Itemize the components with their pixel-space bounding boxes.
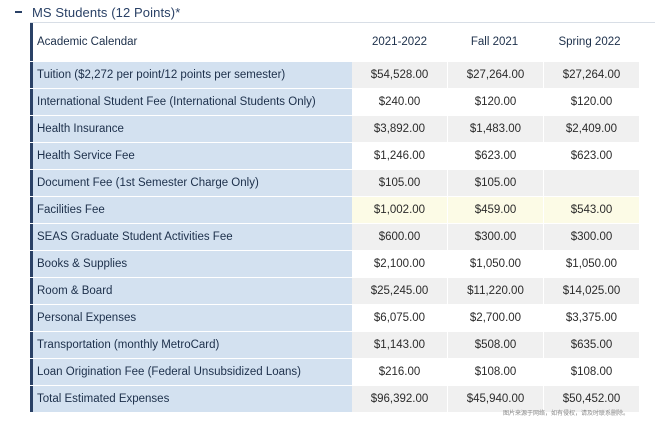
- row-value-col-2: $1,483.00: [448, 116, 543, 142]
- row-value-col-2: $1,050.00: [448, 251, 543, 277]
- row-value-col-3: $623.00: [544, 143, 639, 169]
- table-row: Total Estimated Expenses $96,392.00 $45,94…: [30, 385, 655, 412]
- row-value-col-3: $300.00: [544, 224, 639, 250]
- row-value-col-3: $2,409.00: [544, 116, 639, 142]
- row-value-col-2: $108.00: [448, 359, 543, 385]
- row-value-col-1: $96,392.00: [352, 386, 447, 412]
- table-row: Health Service Fee $1,246.00 $623.00 $623.0…: [30, 142, 655, 169]
- table-row: Room & Board $25,245.00 $11,220.00 $14,025.…: [30, 277, 655, 304]
- row-label: Facilities Fee: [30, 197, 352, 223]
- section-header[interactable]: MS Students (12 Points)*: [0, 0, 659, 24]
- row-value-col-2: $2,700.00: [448, 305, 543, 331]
- row-value-col-1: $600.00: [352, 224, 447, 250]
- column-header-academic-calendar: Academic Calendar: [30, 23, 352, 61]
- row-label: Loan Origination Fee (Federal Unsubsidiz…: [30, 359, 352, 385]
- table-row: SEAS Graduate Student Activities Fee $600…: [30, 223, 655, 250]
- table-row: International Student Fee (International…: [30, 88, 655, 115]
- row-value-col-1: $54,528.00: [352, 62, 447, 88]
- row-value-col-3: $1,050.00: [544, 251, 639, 277]
- row-value-col-1: $6,075.00: [352, 305, 447, 331]
- column-header-2021-2022: 2021-2022: [372, 36, 427, 48]
- table-row: Facilities Fee $1,002.00 $459.00 $543.00: [30, 196, 655, 223]
- column-header-fall-2021: Fall 2021: [470, 36, 519, 48]
- row-value-col-1: $3,892.00: [352, 116, 447, 142]
- row-value-col-2: $459.00: [448, 197, 543, 223]
- row-value-col-3: $3,375.00: [544, 305, 639, 331]
- row-label: Tuition ($2,272 per point/12 points per …: [30, 62, 352, 88]
- row-value-col-2: $45,940.00: [448, 386, 543, 412]
- table-body: Tuition ($2,272 per point/12 points per …: [30, 61, 655, 412]
- row-label: Health Insurance: [30, 116, 352, 142]
- row-label: Room & Board: [30, 278, 352, 304]
- expenses-table: Academic Calendar 2021-2022 Fall 2021 Sp…: [30, 22, 655, 412]
- row-label: SEAS Graduate Student Activities Fee: [30, 224, 352, 250]
- row-label: Total Estimated Expenses: [30, 386, 352, 412]
- row-value-col-3: $635.00: [544, 332, 639, 358]
- section-title: MS Students (12 Points)*: [32, 4, 181, 20]
- table-row: Health Insurance $3,892.00 $1,483.00 $2,409…: [30, 115, 655, 142]
- row-value-col-2: $508.00: [448, 332, 543, 358]
- row-label: Personal Expenses: [30, 305, 352, 331]
- row-value-col-2: $120.00: [448, 89, 543, 115]
- table-row: Loan Origination Fee (Federal Unsubsidiz…: [30, 358, 655, 385]
- row-value-col-3: [544, 170, 639, 196]
- row-value-col-2: $11,220.00: [448, 278, 543, 304]
- row-value-col-3: $27,264.00: [544, 62, 639, 88]
- row-label: Transportation (monthly MetroCard): [30, 332, 352, 358]
- row-value-col-3: $108.00: [544, 359, 639, 385]
- row-value-col-1: $1,246.00: [352, 143, 447, 169]
- row-value-col-3: $50,452.00: [544, 386, 639, 412]
- row-value-col-2: $105.00: [448, 170, 543, 196]
- row-value-col-1: $240.00: [352, 89, 447, 115]
- row-label: Books & Supplies: [30, 251, 352, 277]
- row-value-col-1: $2,100.00: [352, 251, 447, 277]
- row-label: Document Fee (1st Semester Charge Only): [30, 170, 352, 196]
- watermark-text: 图片来源于网络，如有侵权，请及时联系删除。: [502, 411, 629, 417]
- table-row: Transportation (monthly MetroCard) $1,143…: [30, 331, 655, 358]
- column-header-spring-2022: Spring 2022: [558, 36, 621, 48]
- row-value-col-3: $543.00: [544, 197, 639, 223]
- table-row: Personal Expenses $6,075.00 $2,700.00 $3,37…: [30, 304, 655, 331]
- row-label: Health Service Fee: [30, 143, 352, 169]
- row-value-col-2: $623.00: [448, 143, 543, 169]
- row-value-col-1: $1,002.00: [352, 197, 447, 223]
- table-header-row: Academic Calendar 2021-2022 Fall 2021 Sp…: [30, 22, 655, 61]
- row-value-col-3: $14,025.00: [544, 278, 639, 304]
- row-value-col-1: $105.00: [352, 170, 447, 196]
- row-label: International Student Fee (International…: [30, 89, 352, 115]
- table-row: Books & Supplies $2,100.00 $1,050.00 $1,050…: [30, 250, 655, 277]
- row-value-col-2: $27,264.00: [448, 62, 543, 88]
- row-value-col-3: $120.00: [544, 89, 639, 115]
- row-value-col-1: $1,143.00: [352, 332, 447, 358]
- row-value-col-2: $300.00: [448, 224, 543, 250]
- row-value-col-1: $25,245.00: [352, 278, 447, 304]
- collapse-minus-icon[interactable]: [15, 11, 22, 13]
- table-row: Document Fee (1st Semester Charge Only) $…: [30, 169, 655, 196]
- table-row: Tuition ($2,272 per point/12 points per …: [30, 61, 655, 88]
- row-value-col-1: $216.00: [352, 359, 447, 385]
